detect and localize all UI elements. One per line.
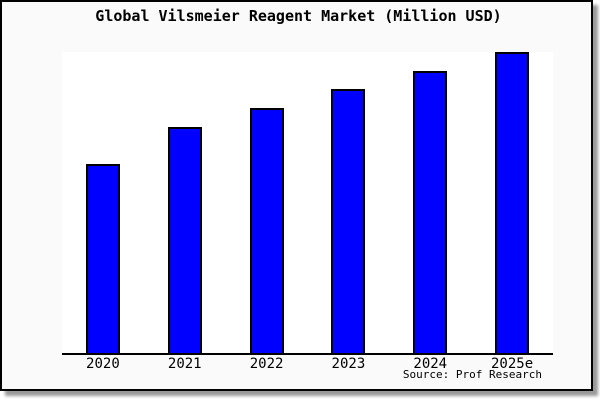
source-attribution: Source: Prof Research (402, 368, 542, 381)
chart-title: Global Vilsmeier Reagent Market (Million… (95, 7, 502, 25)
x-tick-label-2021: 2021 (167, 356, 202, 372)
bar-2024 (413, 71, 447, 353)
chart-frame: Global Vilsmeier Reagent Market (Million… (0, 0, 593, 391)
x-tick-label-2024: 2024 (413, 356, 448, 372)
bar-2021 (168, 127, 202, 353)
bar-2025e (495, 52, 529, 353)
x-tick-label-2023: 2023 (331, 356, 366, 372)
plot-area (62, 52, 553, 355)
x-tick-label-2020: 2020 (86, 356, 120, 372)
x-tick-label-2022: 2022 (249, 356, 284, 372)
x-tick-label-2025e: 2025e (491, 356, 534, 372)
bar-2023 (331, 89, 365, 353)
bar-2022 (250, 108, 284, 353)
bar-2020 (86, 164, 120, 353)
x-axis-labels: 2020 2021 2022 2023 2024 2025e (62, 356, 553, 372)
